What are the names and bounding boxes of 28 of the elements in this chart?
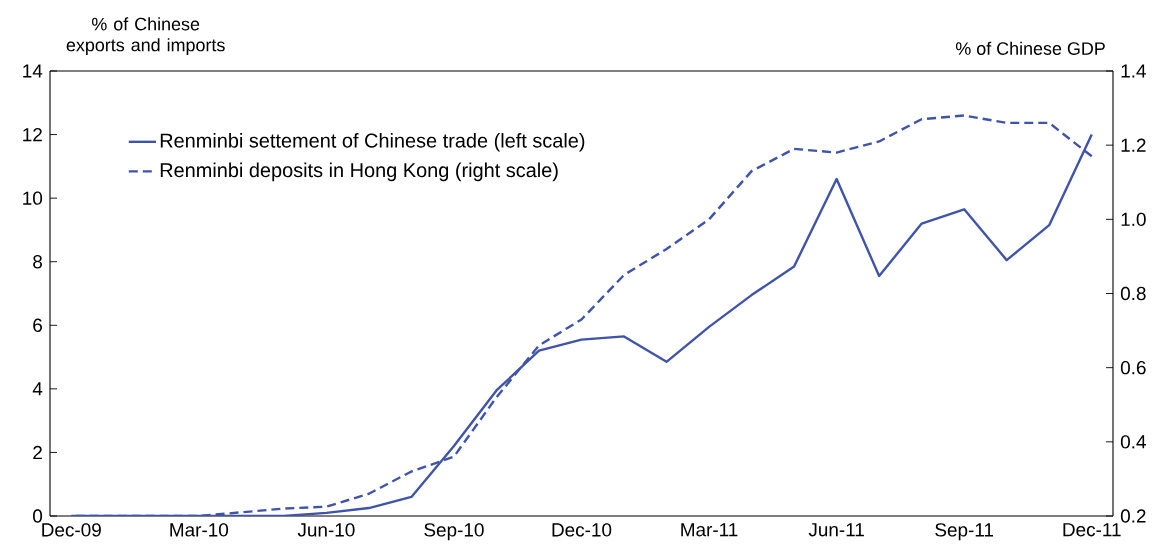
y2-tick-label: 0.2	[1120, 509, 1146, 523]
y-axis-title: % of Chinese exports and imports	[66, 17, 225, 55]
legend-label: Renminbi settement of Chinese trade (left scale)	[160, 133, 585, 152]
y2-tick-label: 1.4	[1121, 64, 1146, 78]
y-tick-label: 14	[23, 64, 43, 78]
legend-label: Renminbi deposits in Hong Kong (right scale)	[160, 162, 558, 182]
y2-tick-label: 1.2	[1121, 138, 1146, 152]
x-tick-label: Jun-10	[297, 523, 355, 537]
x-tick-label: Dec-09	[42, 523, 101, 537]
y2-tick-label: 1.0	[1121, 212, 1146, 227]
x-tick-label: Mar-10	[170, 523, 229, 537]
y2-tick-label: 0.8	[1120, 286, 1146, 301]
y-tick-label: 12	[23, 127, 42, 142]
y-tick-label: 10	[23, 191, 43, 205]
y2-axis-title: % of Chinese GDP	[955, 41, 1105, 55]
y2-tick-label: 0.6	[1120, 360, 1146, 375]
y2-tick-label: 0.4	[1120, 435, 1146, 449]
x-tick-label: Sep-11	[935, 523, 994, 541]
x-tick-label: Jun-11	[808, 523, 864, 537]
x-tick-label: Mar-11	[681, 523, 738, 537]
y-tick-label: 6	[33, 318, 42, 332]
x-tick-label: Dec-11	[1063, 523, 1121, 537]
y-tick-label: 2	[33, 445, 42, 460]
x-tick-label: Sep-10	[424, 523, 484, 541]
y-tick-label: 8	[33, 255, 42, 269]
y-tick-label: 4	[32, 382, 43, 396]
x-tick-label: Dec-10	[552, 523, 612, 537]
y-tick-label: 0	[33, 509, 43, 523]
